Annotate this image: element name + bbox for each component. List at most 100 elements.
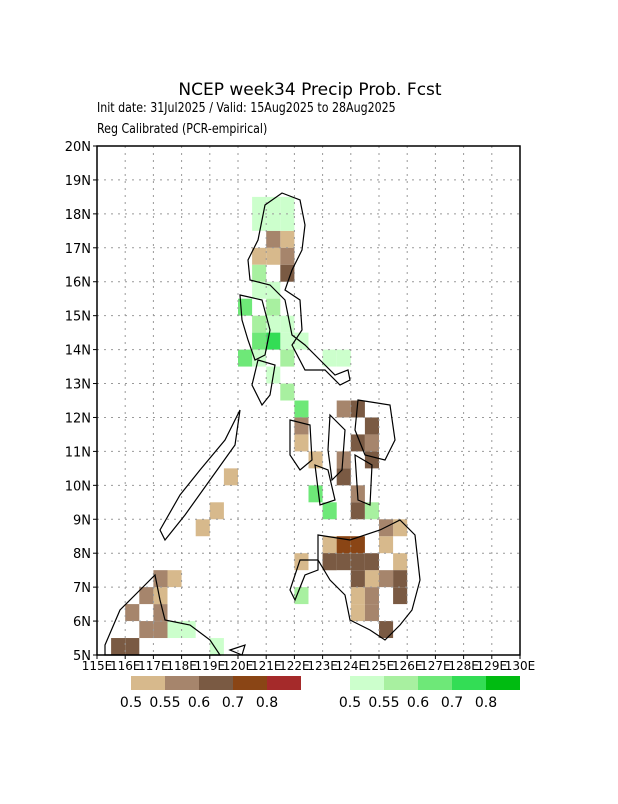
prob-cell — [252, 196, 267, 214]
prob-cell — [350, 587, 365, 605]
prob-cell — [322, 553, 337, 571]
prob-cell — [167, 621, 182, 639]
prob-cell — [350, 604, 365, 622]
y-tick-label: 13N — [65, 378, 91, 393]
prob-cell — [252, 315, 267, 333]
prob-cell — [209, 502, 224, 520]
prob-cell — [336, 468, 351, 486]
x-tick-label: 115E — [82, 659, 113, 673]
prob-cell — [350, 553, 365, 571]
prob-cell — [350, 570, 365, 588]
y-tick-label: 19N — [65, 174, 91, 189]
x-tick-label: 117E — [138, 659, 169, 673]
prob-cell — [364, 417, 379, 435]
y-tick-label: 14N — [65, 344, 91, 359]
legend-swatch — [486, 676, 520, 690]
prob-cell — [238, 349, 253, 367]
prob-cell — [336, 536, 351, 554]
prob-cell — [280, 230, 295, 248]
prob-cell — [153, 587, 168, 605]
prob-cell — [167, 570, 182, 588]
prob-cell — [266, 247, 281, 265]
prob-cell — [223, 468, 238, 486]
legend-label: 0.8 — [475, 695, 497, 711]
y-tick-label: 11N — [65, 445, 91, 460]
legend-swatch — [452, 676, 486, 690]
prob-cell — [153, 621, 168, 639]
prob-cell — [209, 638, 224, 655]
legend-label: 0.8 — [256, 695, 278, 711]
plot-frame — [96, 145, 521, 656]
prob-cell — [252, 281, 267, 299]
y-tick-label: 7N — [73, 581, 91, 596]
prob-cell — [364, 570, 379, 588]
prob-cell — [266, 230, 281, 248]
prob-cell — [364, 604, 379, 622]
prob-cell — [252, 213, 267, 231]
prob-cell — [153, 604, 168, 622]
prob-cell — [379, 621, 394, 639]
legend-swatch — [233, 676, 267, 690]
y-tick-label: 18N — [65, 208, 91, 223]
x-tick-label: 121E — [251, 659, 282, 673]
x-tick-label: 130E — [505, 659, 536, 673]
x-tick-label: 119E — [195, 659, 226, 673]
prob-cell — [252, 332, 267, 350]
prob-cell — [280, 264, 295, 282]
y-tick-label: 9N — [73, 513, 91, 528]
legend-swatch — [131, 676, 165, 690]
legend-label: 0.7 — [222, 695, 244, 711]
prob-cell — [322, 536, 337, 554]
prob-cell — [294, 434, 309, 452]
prob-cell — [139, 621, 154, 639]
prob-cell — [379, 570, 394, 588]
legend-swatch — [350, 676, 384, 690]
prob-cell — [111, 638, 126, 655]
legend-swatch — [165, 676, 199, 690]
prob-cell — [322, 502, 337, 520]
prob-cell — [350, 502, 365, 520]
y-tick-label: 6N — [73, 615, 91, 630]
prob-cell — [350, 536, 365, 554]
legend-label: 0.6 — [188, 695, 210, 711]
legend-swatch — [267, 676, 301, 690]
x-tick-label: 118E — [166, 659, 197, 673]
prob-cell — [294, 400, 309, 418]
prob-cell — [393, 587, 408, 605]
map-title: NCEP week34 Precip Prob. Fcst — [178, 80, 442, 100]
x-tick-label: 116E — [110, 659, 141, 673]
prob-cell — [364, 434, 379, 452]
prob-cell — [266, 298, 281, 316]
legend-swatch — [384, 676, 418, 690]
prob-cell — [294, 553, 309, 571]
prob-cell — [336, 451, 351, 469]
prob-cell — [379, 536, 394, 554]
x-tick-label: 128E — [448, 659, 479, 673]
prob-cell — [294, 417, 309, 435]
y-tick-label: 10N — [65, 479, 91, 494]
x-tick-label: 120E — [223, 659, 254, 673]
prob-cell — [280, 349, 295, 367]
prob-cell — [266, 332, 281, 350]
prob-cell — [280, 247, 295, 265]
prob-cell — [364, 553, 379, 571]
prob-cell — [364, 502, 379, 520]
prob-cell — [252, 264, 267, 282]
y-tick-label: 8N — [73, 547, 91, 562]
prob-cell — [266, 281, 281, 299]
legend-swatch — [199, 676, 233, 690]
legend-swatch — [418, 676, 452, 690]
prob-cell — [336, 553, 351, 571]
y-tick-label: 15N — [65, 310, 91, 325]
prob-cell — [322, 349, 337, 367]
x-tick-label: 122E — [279, 659, 310, 673]
cells — [111, 196, 408, 655]
prob-cell — [125, 604, 140, 622]
prob-cell — [125, 638, 140, 655]
map-method: Reg Calibrated (PCR-empirical) — [97, 121, 267, 136]
prob-cell — [336, 349, 351, 367]
prob-cell — [195, 519, 210, 537]
y-tick-label: 12N — [65, 411, 91, 426]
x-tick-label: 123E — [307, 659, 338, 673]
